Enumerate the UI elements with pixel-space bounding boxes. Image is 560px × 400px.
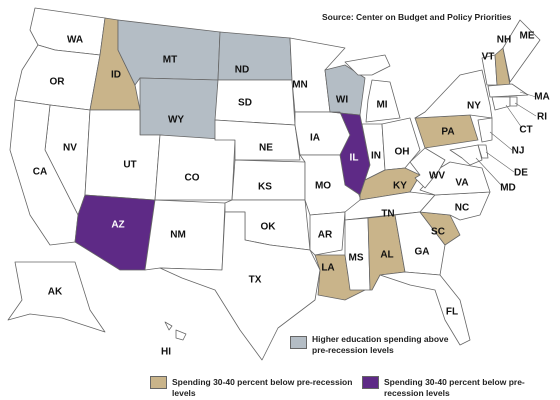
legend-label: Spending 30-40 percent below pre-recessi… (384, 377, 525, 398)
state-shape (117, 19, 221, 86)
legend-swatch (290, 336, 307, 349)
state-label: IA (310, 133, 320, 144)
state-label: RI (537, 112, 547, 123)
state-label: AK (48, 287, 63, 298)
state-label: ND (235, 65, 249, 76)
state-label: MD (500, 183, 516, 194)
state-shape (175, 329, 187, 341)
state-label: FL (446, 307, 458, 318)
state-label: NM (170, 230, 186, 241)
state-shape (139, 77, 219, 141)
state-label: AL (380, 250, 393, 261)
state-label: ID (111, 70, 121, 81)
state-shape (414, 69, 493, 119)
state-label: AZ (111, 220, 124, 231)
state-shape (217, 31, 293, 81)
state-label: MN (292, 80, 308, 91)
state-label: MA (534, 92, 550, 103)
state-label: NY (467, 101, 481, 112)
legend-swatch (150, 376, 167, 389)
legend-label: Higher education spending above pre-rece… (312, 334, 449, 355)
state-label: OR (50, 77, 66, 88)
map-layer (7, 7, 541, 361)
state-label: HI (161, 347, 171, 358)
state-shape (324, 64, 366, 116)
state-label: PA (441, 127, 454, 138)
state-label: MI (376, 100, 387, 111)
map-layer: WA OR ID MT WY NV CA UT AZ CO NM ND SD NE KS OK TX M… (33, 31, 550, 358)
state-label: NE (259, 143, 273, 154)
state-shape (294, 111, 351, 156)
state-label: GA (415, 247, 430, 258)
state-shape (379, 271, 471, 346)
state-shape (159, 211, 321, 361)
state-shape (154, 134, 236, 201)
state-label: WV (429, 171, 445, 182)
state-label: VT (482, 52, 495, 63)
state-label: VA (455, 178, 468, 189)
state-label: TN (381, 209, 394, 220)
state-label: CO (185, 173, 200, 184)
state-shape (487, 83, 529, 98)
state-label: MO (315, 181, 331, 192)
state-shape (214, 79, 296, 126)
source-note: Source: Center on Budget and Policy Prio… (322, 12, 512, 22)
state-label: LA (321, 263, 334, 274)
state-label: NH (497, 35, 511, 46)
state-label: MT (163, 55, 177, 66)
state-shape (502, 19, 541, 83)
state-shape (74, 194, 156, 271)
state-label: TX (249, 275, 262, 286)
state-label: DE (514, 168, 528, 179)
state-label: OH (395, 147, 410, 158)
state-shape (344, 54, 391, 76)
legend-label: Spending 30-40 percent below pre-recessi… (172, 377, 353, 398)
state-shape (309, 211, 346, 256)
state-label: CT (519, 125, 532, 136)
state-label: UT (123, 160, 136, 171)
state-shape (164, 321, 173, 331)
state-label: WI (336, 95, 348, 106)
leader-lines (475, 91, 537, 187)
state-label: MS (349, 253, 364, 264)
state-label: OK (261, 222, 277, 233)
state-shape (231, 159, 306, 201)
state-shape (7, 261, 106, 333)
state-label: SD (238, 98, 252, 109)
state-label: NV (63, 143, 77, 154)
legend-swatch (362, 376, 379, 389)
state-shape (449, 144, 483, 166)
state-label: AR (318, 230, 333, 241)
state-label: KY (393, 181, 407, 192)
state-shape (409, 147, 446, 189)
state-shape (365, 79, 401, 123)
state-label: IN (371, 151, 381, 162)
state-shape (381, 117, 421, 171)
state-label: WA (67, 35, 83, 46)
state-shape (491, 96, 511, 111)
state-shape (477, 117, 493, 143)
state-label: KS (258, 182, 272, 193)
state-label: CA (33, 167, 47, 178)
state-label: WY (168, 115, 184, 126)
state-label: IL (350, 153, 359, 164)
state-shape (509, 96, 518, 107)
state-label: ME (520, 31, 535, 42)
state-shape (394, 211, 446, 276)
state-label: SC (431, 227, 445, 238)
state-label: NJ (512, 146, 525, 157)
state-label: NC (455, 203, 469, 214)
